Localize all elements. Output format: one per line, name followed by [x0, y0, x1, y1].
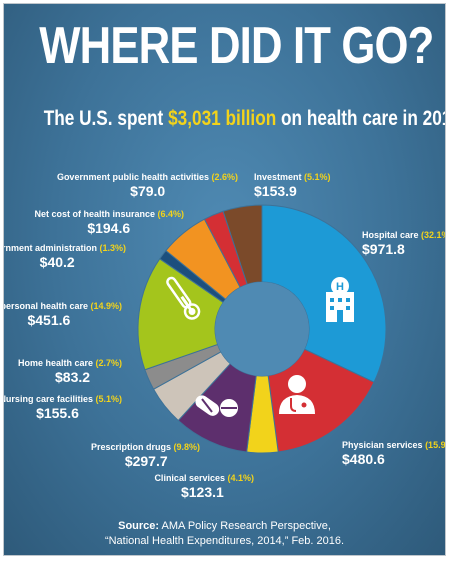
label-pct-physician-services: (15.9%) — [425, 440, 446, 450]
label-pct-prescription-drugs: (9.8%) — [173, 442, 200, 452]
value-net-cost-of-health-insurance: $194.6 — [87, 220, 130, 236]
label-name-government-public-health-activities: Government public health activities — [57, 172, 212, 182]
label-government-public-health-activities: Government public health activities (2.6… — [57, 172, 238, 182]
label-pct-home-health-care: (2.7%) — [95, 358, 122, 368]
subheadline-suffix: on health care in 2014 — [281, 107, 446, 130]
svg-text:H: H — [336, 281, 344, 293]
label-pct-nursing-care-facilities: (5.1%) — [95, 394, 122, 404]
value-hospital-care: $971.8 — [362, 241, 405, 257]
label-clinical-services: Clinical services (4.1%) — [154, 473, 254, 483]
label-nursing-care-facilities: Nursing care facilities (5.1%) — [4, 394, 122, 404]
label-name-prescription-drugs: Prescription drugs — [91, 442, 174, 452]
label-pct-clinical-services: (4.1%) — [227, 473, 254, 483]
source-line-2: “National Health Expenditures, 2014,” Fe… — [104, 535, 345, 547]
label-pct-government-public-health-activities: (2.6%) — [211, 172, 238, 182]
infographic: WHERE DID IT GO? The U.S. spent $3,031 b… — [3, 3, 446, 556]
label-net-cost-of-health-insurance: Net cost of health insurance (6.4%) — [34, 209, 184, 219]
total-amount: $3,031 billion — [168, 107, 277, 130]
doctor-icon — [279, 375, 315, 414]
label-name-investment: Investment — [254, 172, 304, 182]
hospital-icon: H — [326, 277, 354, 322]
value-investment: $153.9 — [254, 183, 297, 199]
headline: WHERE DID IT GO? — [39, 17, 434, 75]
label-investment: Investment (5.1%) — [254, 172, 331, 182]
value-government-administration: $40.2 — [40, 254, 75, 270]
subheadline: The U.S. spent $3,031 billion on health … — [43, 107, 445, 130]
spending-donut-chart: H — [4, 172, 446, 500]
label-name-clinical-services: Clinical services — [154, 473, 227, 483]
value-other-personal-health-care: $451.6 — [27, 312, 70, 328]
pills-icon — [195, 395, 238, 417]
source-label: Source: — [118, 520, 160, 532]
value-prescription-drugs: $297.7 — [125, 453, 168, 469]
value-nursing-care-facilities: $155.6 — [36, 405, 79, 421]
label-pct-investment: (5.1%) — [304, 172, 331, 182]
source-line-1: AMA Policy Research Perspective, — [161, 520, 331, 532]
label-pct-government-administration: (1.3%) — [99, 243, 126, 253]
thermometer-icon — [166, 276, 201, 320]
label-name-nursing-care-facilities: Nursing care facilities — [4, 394, 95, 404]
label-home-health-care: Home health care (2.7%) — [18, 358, 122, 368]
subheadline-prefix: The U.S. spent — [43, 107, 164, 130]
value-government-public-health-activities: $79.0 — [130, 183, 165, 199]
donut-hole — [215, 282, 309, 376]
label-government-administration: Government administration (1.3%) — [4, 243, 126, 253]
label-name-government-administration: Government administration — [4, 243, 99, 253]
value-physician-services: $480.6 — [342, 451, 385, 467]
label-pct-other-personal-health-care: (14.9%) — [90, 301, 122, 311]
value-clinical-services: $123.1 — [181, 484, 224, 500]
source-note: Source: AMA Policy Research Perspective,… — [4, 519, 445, 549]
slice-icons: H — [166, 276, 354, 417]
label-pct-net-cost-of-health-insurance: (6.4%) — [157, 209, 184, 219]
label-name-physician-services: Physician services — [342, 440, 425, 450]
label-name-net-cost-of-health-insurance: Net cost of health insurance — [34, 209, 157, 219]
label-other-personal-health-care: Other personal health care (14.9%) — [4, 301, 122, 311]
label-prescription-drugs: Prescription drugs (9.8%) — [91, 442, 200, 452]
label-physician-services: Physician services (15.9%) — [342, 440, 446, 450]
label-name-other-personal-health-care: Other personal health care — [4, 301, 90, 311]
value-home-health-care: $83.2 — [55, 369, 90, 385]
label-name-home-health-care: Home health care — [18, 358, 96, 368]
label-name-hospital-care: Hospital care — [362, 230, 421, 240]
label-hospital-care: Hospital care (32.1%) — [362, 230, 446, 240]
label-pct-hospital-care: (32.1%) — [421, 230, 446, 240]
